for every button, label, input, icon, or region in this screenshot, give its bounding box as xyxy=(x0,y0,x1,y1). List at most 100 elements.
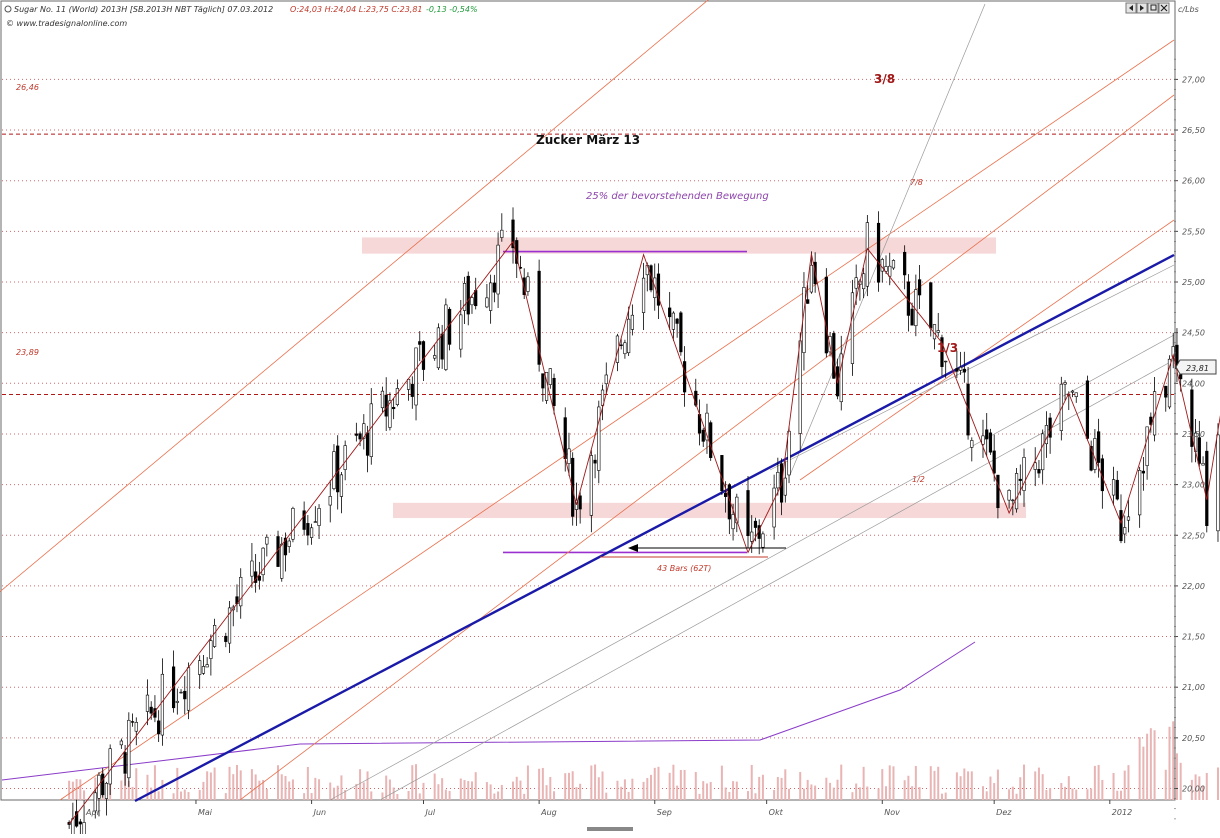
candle-body xyxy=(104,782,109,799)
volume-bar xyxy=(996,769,999,800)
x-tick-label: Mai xyxy=(198,808,213,817)
volume-bar xyxy=(788,788,791,800)
volume-bar xyxy=(720,765,723,800)
volume-bar xyxy=(385,775,388,800)
volume-bar xyxy=(963,768,966,800)
candle-body xyxy=(291,508,295,540)
volume-bar xyxy=(683,769,686,800)
candle-body xyxy=(78,821,82,825)
trend-line xyxy=(379,359,1175,801)
volume-bar xyxy=(1041,774,1044,800)
volume-bar xyxy=(679,770,682,800)
volume-bar xyxy=(198,789,201,800)
candle-body xyxy=(850,292,855,364)
candle-body xyxy=(1179,374,1183,380)
volume-bar xyxy=(489,784,492,800)
volume-bar xyxy=(967,771,970,800)
candle-body xyxy=(854,277,858,289)
candle-body xyxy=(1138,470,1142,516)
x-tick-label: Aug xyxy=(540,808,557,817)
volume-bar xyxy=(1179,762,1182,800)
horizontal-scrollbar[interactable] xyxy=(587,827,633,831)
volume-bar xyxy=(344,790,347,800)
volume-bar xyxy=(732,781,735,800)
candle-body xyxy=(1126,516,1131,521)
volume-bar xyxy=(672,764,675,800)
y-tick-label: 25,00 xyxy=(1182,278,1205,287)
last-price-value: 23,81 xyxy=(1186,364,1209,373)
candle-body xyxy=(806,299,810,304)
volume-bar xyxy=(650,774,653,800)
symbol-icon xyxy=(4,5,12,13)
volume-bar xyxy=(68,780,71,800)
volume-bar xyxy=(1149,728,1152,800)
candle-body xyxy=(988,432,993,453)
candle-body xyxy=(552,377,556,407)
volume-bar xyxy=(1168,726,1171,800)
volume-bar xyxy=(1075,789,1078,800)
volume-bar xyxy=(250,769,253,800)
volume-bar xyxy=(571,771,574,800)
volume-bar xyxy=(146,774,149,800)
volume-bar xyxy=(668,772,671,800)
candle-body xyxy=(1216,434,1220,532)
candle-body xyxy=(186,667,191,711)
candle-body xyxy=(101,773,105,796)
volume-bar xyxy=(1071,788,1074,800)
volume-bar xyxy=(1202,785,1205,800)
volume-bar xyxy=(1093,765,1096,800)
candle-body xyxy=(175,700,179,703)
volume-bar xyxy=(601,771,604,800)
candle-body xyxy=(1097,431,1101,463)
volume-bar xyxy=(1034,771,1037,800)
y-tick-label: 24,00 xyxy=(1182,379,1205,388)
candle-body xyxy=(944,360,948,363)
restore-button[interactable] xyxy=(1147,2,1159,14)
volume-bar xyxy=(851,792,854,800)
candle-body xyxy=(410,383,414,397)
volume-bar xyxy=(1097,764,1100,800)
volume-bar xyxy=(620,786,623,800)
candle-body xyxy=(287,540,291,547)
candle-body xyxy=(160,673,164,736)
candle-body xyxy=(71,818,75,836)
candle-body xyxy=(418,341,422,345)
candle-body xyxy=(571,457,575,517)
fib-13-label: 1/3 xyxy=(937,341,958,355)
candle-body xyxy=(1011,499,1015,502)
volume-bar xyxy=(209,772,212,800)
volume-bar xyxy=(653,767,656,800)
volume-bar xyxy=(444,789,447,800)
volume-bar xyxy=(1116,790,1119,800)
window-controls xyxy=(1125,2,1170,14)
trend-line xyxy=(789,3,986,476)
volume-bar xyxy=(407,791,410,800)
candle-body xyxy=(470,297,474,306)
volume-bar xyxy=(187,792,190,800)
candle-body xyxy=(981,435,985,445)
date-axis: AprMaiJunJulAugSepOktNovDez2012FebMrzApr xyxy=(83,800,1132,817)
volume-bar xyxy=(907,775,910,800)
volume-bar xyxy=(758,776,761,800)
x-tick-label: Jun xyxy=(312,808,327,817)
volume-bar xyxy=(754,793,757,800)
candle-body xyxy=(213,625,217,647)
fib-38-label: 3/8 xyxy=(874,72,895,86)
volume-bar xyxy=(840,764,843,800)
last-price-box xyxy=(1175,359,1217,375)
scrollbar-thumb[interactable] xyxy=(587,827,633,831)
fib-78-label: 7/8 xyxy=(910,178,923,187)
volume-bar xyxy=(459,778,462,800)
candle-body xyxy=(962,368,966,373)
candle-body xyxy=(309,527,314,538)
candle-body xyxy=(970,440,974,448)
volume-bar xyxy=(702,781,705,800)
volume-bar xyxy=(131,786,134,800)
volume-bar xyxy=(940,793,943,800)
candle-body xyxy=(783,477,787,496)
candle-body xyxy=(149,706,153,714)
volume-ma-line xyxy=(1,641,976,781)
candle-body xyxy=(1041,433,1045,471)
volume-bar xyxy=(885,786,888,800)
volume-bar xyxy=(202,781,205,800)
